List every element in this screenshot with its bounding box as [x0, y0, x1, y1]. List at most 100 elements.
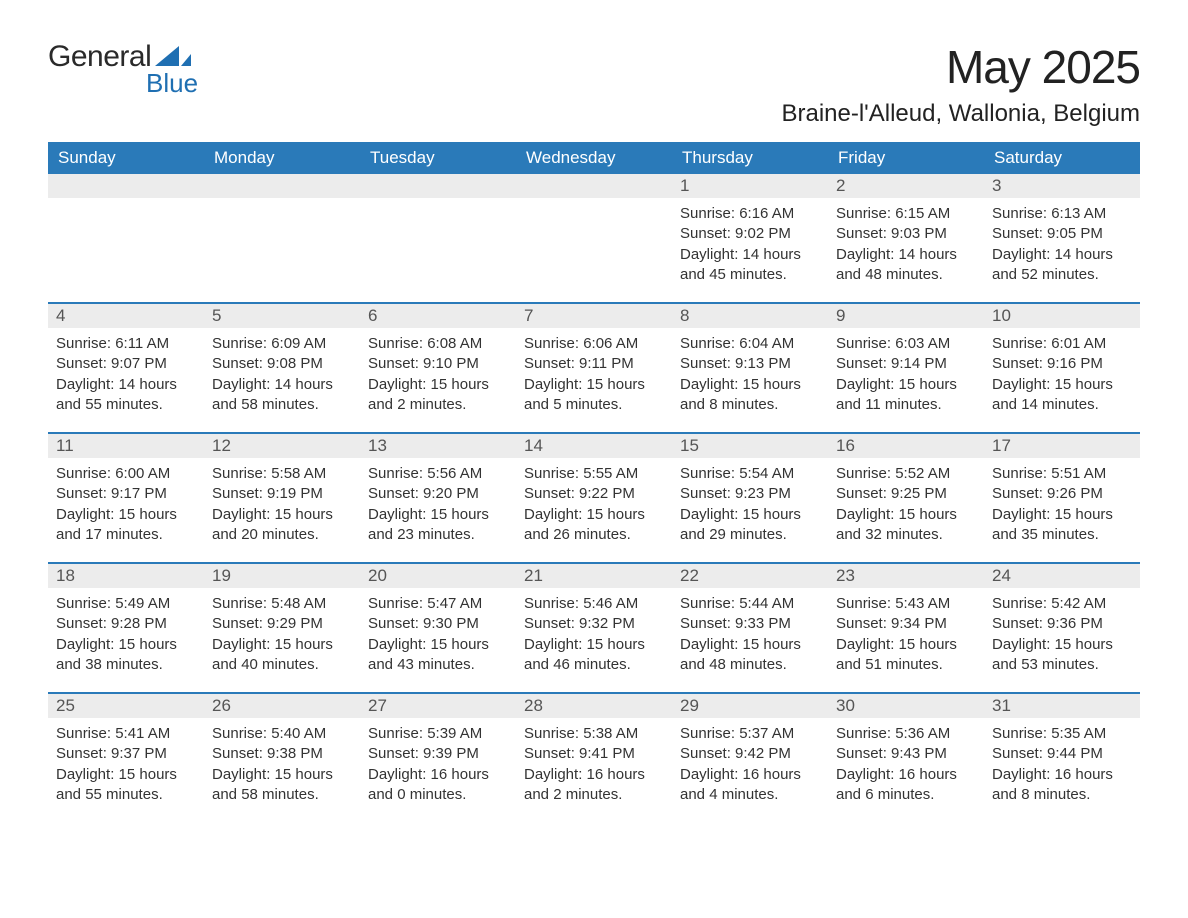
daylight-line: Daylight: 16 hours and 6 minutes. — [836, 765, 976, 806]
sunrise-line: Sunrise: 5:36 AM — [836, 724, 976, 744]
daylight-line: Daylight: 14 hours and 48 minutes. — [836, 245, 976, 286]
day-cell: 3Sunrise: 6:13 AMSunset: 9:05 PMDaylight… — [984, 174, 1140, 302]
day-number: 25 — [48, 694, 204, 718]
sunset-line: Sunset: 9:37 PM — [56, 744, 196, 764]
sunset-line: Sunset: 9:29 PM — [212, 614, 352, 634]
week-row: 25Sunrise: 5:41 AMSunset: 9:37 PMDayligh… — [48, 692, 1140, 822]
daylight-line: Daylight: 15 hours and 5 minutes. — [524, 375, 664, 416]
daylight-line: Daylight: 15 hours and 53 minutes. — [992, 635, 1132, 676]
weekday-header: Thursday — [672, 142, 828, 174]
sunrise-line: Sunrise: 5:56 AM — [368, 464, 508, 484]
sunrise-line: Sunrise: 5:49 AM — [56, 594, 196, 614]
day-number: 27 — [360, 694, 516, 718]
day-cell: 2Sunrise: 6:15 AMSunset: 9:03 PMDaylight… — [828, 174, 984, 302]
day-number: 21 — [516, 564, 672, 588]
sunrise-line: Sunrise: 6:04 AM — [680, 334, 820, 354]
daylight-line: Daylight: 14 hours and 58 minutes. — [212, 375, 352, 416]
day-cell: 20Sunrise: 5:47 AMSunset: 9:30 PMDayligh… — [360, 564, 516, 692]
sunrise-line: Sunrise: 5:40 AM — [212, 724, 352, 744]
day-details: Sunrise: 6:06 AMSunset: 9:11 PMDaylight:… — [516, 328, 672, 425]
day-cell: 14Sunrise: 5:55 AMSunset: 9:22 PMDayligh… — [516, 434, 672, 562]
day-details: Sunrise: 5:44 AMSunset: 9:33 PMDaylight:… — [672, 588, 828, 685]
day-cell — [360, 174, 516, 302]
day-number — [48, 174, 204, 198]
sunset-line: Sunset: 9:33 PM — [680, 614, 820, 634]
day-details: Sunrise: 5:51 AMSunset: 9:26 PMDaylight:… — [984, 458, 1140, 555]
day-details: Sunrise: 5:52 AMSunset: 9:25 PMDaylight:… — [828, 458, 984, 555]
day-number: 8 — [672, 304, 828, 328]
weekday-header: Friday — [828, 142, 984, 174]
sunset-line: Sunset: 9:20 PM — [368, 484, 508, 504]
day-number: 10 — [984, 304, 1140, 328]
day-cell: 24Sunrise: 5:42 AMSunset: 9:36 PMDayligh… — [984, 564, 1140, 692]
sunset-line: Sunset: 9:43 PM — [836, 744, 976, 764]
day-number: 18 — [48, 564, 204, 588]
sunrise-line: Sunrise: 5:39 AM — [368, 724, 508, 744]
day-number: 13 — [360, 434, 516, 458]
day-details: Sunrise: 6:03 AMSunset: 9:14 PMDaylight:… — [828, 328, 984, 425]
week-row: 11Sunrise: 6:00 AMSunset: 9:17 PMDayligh… — [48, 432, 1140, 562]
daylight-line: Daylight: 15 hours and 55 minutes. — [56, 765, 196, 806]
day-number: 16 — [828, 434, 984, 458]
day-details: Sunrise: 5:46 AMSunset: 9:32 PMDaylight:… — [516, 588, 672, 685]
sunset-line: Sunset: 9:10 PM — [368, 354, 508, 374]
daylight-line: Daylight: 15 hours and 40 minutes. — [212, 635, 352, 676]
day-number: 14 — [516, 434, 672, 458]
sunrise-line: Sunrise: 5:42 AM — [992, 594, 1132, 614]
day-number — [360, 174, 516, 198]
day-number: 11 — [48, 434, 204, 458]
day-details: Sunrise: 6:01 AMSunset: 9:16 PMDaylight:… — [984, 328, 1140, 425]
day-details: Sunrise: 5:42 AMSunset: 9:36 PMDaylight:… — [984, 588, 1140, 685]
day-details — [516, 198, 672, 214]
daylight-line: Daylight: 14 hours and 45 minutes. — [680, 245, 820, 286]
sunset-line: Sunset: 9:41 PM — [524, 744, 664, 764]
sunrise-line: Sunrise: 6:08 AM — [368, 334, 508, 354]
location: Braine-l'Alleud, Wallonia, Belgium — [781, 100, 1140, 128]
day-details: Sunrise: 5:58 AMSunset: 9:19 PMDaylight:… — [204, 458, 360, 555]
day-details: Sunrise: 5:38 AMSunset: 9:41 PMDaylight:… — [516, 718, 672, 815]
day-number: 5 — [204, 304, 360, 328]
sunrise-line: Sunrise: 5:43 AM — [836, 594, 976, 614]
day-number: 15 — [672, 434, 828, 458]
day-details: Sunrise: 5:36 AMSunset: 9:43 PMDaylight:… — [828, 718, 984, 815]
sunrise-line: Sunrise: 6:11 AM — [56, 334, 196, 354]
sunrise-line: Sunrise: 6:13 AM — [992, 204, 1132, 224]
day-number: 17 — [984, 434, 1140, 458]
day-number: 4 — [48, 304, 204, 328]
sunrise-line: Sunrise: 5:52 AM — [836, 464, 976, 484]
day-details: Sunrise: 5:49 AMSunset: 9:28 PMDaylight:… — [48, 588, 204, 685]
logo-triangle-icon — [155, 44, 191, 66]
day-number: 1 — [672, 174, 828, 198]
daylight-line: Daylight: 15 hours and 2 minutes. — [368, 375, 508, 416]
daylight-line: Daylight: 15 hours and 8 minutes. — [680, 375, 820, 416]
day-cell: 9Sunrise: 6:03 AMSunset: 9:14 PMDaylight… — [828, 304, 984, 432]
day-details: Sunrise: 6:16 AMSunset: 9:02 PMDaylight:… — [672, 198, 828, 295]
sunrise-line: Sunrise: 5:47 AM — [368, 594, 508, 614]
day-cell: 23Sunrise: 5:43 AMSunset: 9:34 PMDayligh… — [828, 564, 984, 692]
daylight-line: Daylight: 15 hours and 23 minutes. — [368, 505, 508, 546]
day-details: Sunrise: 5:43 AMSunset: 9:34 PMDaylight:… — [828, 588, 984, 685]
day-number: 6 — [360, 304, 516, 328]
sunrise-line: Sunrise: 5:51 AM — [992, 464, 1132, 484]
day-details — [360, 198, 516, 214]
sunset-line: Sunset: 9:17 PM — [56, 484, 196, 504]
header: General Blue May 2025 Braine-l'Alleud, W… — [48, 40, 1140, 128]
sunset-line: Sunset: 9:25 PM — [836, 484, 976, 504]
sunset-line: Sunset: 9:07 PM — [56, 354, 196, 374]
logo-word1: General — [48, 40, 151, 74]
sunrise-line: Sunrise: 5:41 AM — [56, 724, 196, 744]
day-number: 22 — [672, 564, 828, 588]
sunrise-line: Sunrise: 6:03 AM — [836, 334, 976, 354]
day-cell: 11Sunrise: 6:00 AMSunset: 9:17 PMDayligh… — [48, 434, 204, 562]
daylight-line: Daylight: 16 hours and 0 minutes. — [368, 765, 508, 806]
day-cell: 8Sunrise: 6:04 AMSunset: 9:13 PMDaylight… — [672, 304, 828, 432]
day-cell: 27Sunrise: 5:39 AMSunset: 9:39 PMDayligh… — [360, 694, 516, 822]
day-cell: 4Sunrise: 6:11 AMSunset: 9:07 PMDaylight… — [48, 304, 204, 432]
day-number: 28 — [516, 694, 672, 718]
calendar: SundayMondayTuesdayWednesdayThursdayFrid… — [48, 142, 1140, 822]
day-number — [204, 174, 360, 198]
day-number: 24 — [984, 564, 1140, 588]
day-number: 20 — [360, 564, 516, 588]
day-details: Sunrise: 6:15 AMSunset: 9:03 PMDaylight:… — [828, 198, 984, 295]
logo: General Blue — [48, 40, 198, 99]
